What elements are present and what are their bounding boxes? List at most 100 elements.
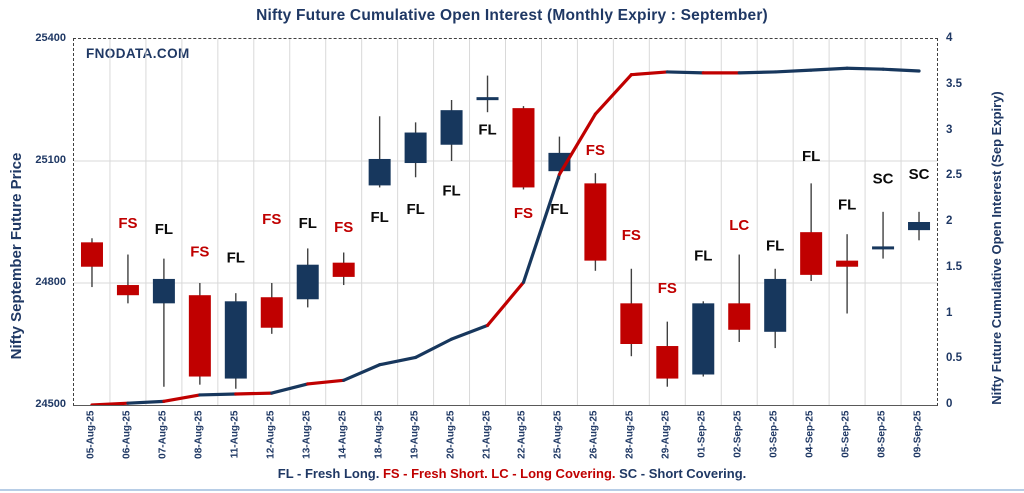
candlestick-chart-svg: FS FL FS FL FS FL FS FL FL FL FL FS FL FS FS FS FL LC FL FL… [74,39,937,405]
oi-line-segment [485,280,526,327]
candle-annotation-fl: FL [370,209,388,226]
candle-annotation-fs: FS [334,219,353,236]
candle-annotation-fl: FL [838,197,856,214]
x-axis-date-label: 02-Sep-25 [732,410,744,458]
oi-line-segment [414,337,454,360]
candle-annotation-fl: FL [478,121,496,138]
x-axis-date-label: 06-Aug-25 [121,410,133,459]
oi-line-segment [198,392,238,397]
footer-legend: FL - Fresh Long. FS - Fresh Short. LC - … [0,466,1024,481]
x-axis-date-label: 20-Aug-25 [445,410,457,459]
oi-line-segment [126,399,166,405]
candle-body [260,297,283,328]
left-axis-tick-label: 24500 [35,398,66,410]
candle-annotation-fs: FS [190,243,209,260]
right-axis-tick-label: 0.5 [946,352,962,365]
candle-annotation-fl: FL [227,250,245,267]
right-axis-tick-label: 0 [946,398,953,410]
oi-line-segment [809,66,849,72]
left-axis-tick-label: 25100 [35,154,66,166]
x-axis-date-label: 09-Sep-25 [912,410,924,458]
candle-annotation-fl: FL [406,201,424,218]
oi-line-segment [665,70,705,75]
candle-annotation-fl: FL [550,201,568,218]
candle-annotation-fl: FL [766,237,784,254]
right-axis-tick-label: 1 [946,306,953,319]
candle-annotation-sc: SC [873,170,894,187]
x-axis-date-label: 08-Aug-25 [193,410,205,459]
chart-title: Nifty Future Cumulative Open Interest (M… [256,7,768,24]
x-axis-date-label: 26-Aug-25 [588,410,600,459]
right-axis-tick-label: 3 [946,123,953,136]
candle-body [584,183,607,261]
right-axis-tick-label: 2 [946,215,953,227]
candle-body [836,260,859,267]
candle-body [872,246,895,250]
oi-line-segment [270,382,310,395]
candle-body [152,278,175,304]
x-axis-date-label: 01-Sep-25 [696,410,708,458]
candle-body [404,132,427,164]
candle-body [332,262,355,277]
right-axis-tick-label: 3.5 [946,77,962,90]
candle-body [908,222,931,231]
candle-body [476,97,499,101]
oi-line-segment [90,401,130,405]
right-axis-tick-label: 1.5 [946,260,962,273]
oi-line-segment [557,112,597,177]
candle-annotation-fl: FL [155,221,173,238]
candle-body [800,232,823,275]
x-axis-date-label: 19-Aug-25 [409,410,421,459]
candle-body [188,295,211,377]
oi-line-segment [306,378,346,386]
candle-body [512,108,535,188]
candle-body [296,264,319,300]
candle-body [224,301,247,379]
x-axis-date-label: 12-Aug-25 [265,410,277,459]
oi-line-segment [629,70,669,77]
candle-annotation-lc: LC [729,217,749,234]
oi-line-segment [845,66,885,71]
left-axis-tick-label: 24800 [35,276,66,288]
left-axis-title: Nifty September Future Price [8,152,25,360]
bottom-divider-line [0,489,1024,491]
candle-body [116,285,139,296]
candle-body [656,346,679,379]
oi-line-segment [737,70,777,75]
x-axis-date-label: 04-Sep-25 [804,410,816,458]
x-axis-date-label: 03-Sep-25 [768,410,780,458]
candle-body [368,158,391,186]
x-axis-date-label: 05-Aug-25 [85,410,97,459]
oi-line-segment [234,391,274,396]
x-axis-date-label: 25-Aug-25 [552,410,564,459]
oi-line-segment [449,323,490,341]
candle-annotation-fs: FS [118,215,137,232]
x-axis-date-label: 29-Aug-25 [660,410,672,459]
plot-area: FS FL FS FL FS FL FS FL FL FL FL FS FL FS FS FS FL LC FL FL… [73,38,938,406]
candle-body [440,110,463,145]
x-axis-date-label: 14-Aug-25 [337,410,349,459]
oi-line-segment [881,67,921,73]
left-axis-tick-label: 25400 [35,32,66,44]
candle-annotation-fl: FL [694,248,712,265]
candle-annotation-fl: FL [802,148,820,165]
legend-fresh-short: FS - Fresh Short. [382,466,492,481]
candle-annotation-fs: FS [262,211,281,228]
candle-annotation-fs: FS [514,205,533,222]
candle-annotation-sc: SC [909,166,930,183]
oi-line-segment [593,73,633,116]
oi-line-segment [162,393,202,403]
oi-line-segment [521,172,562,284]
x-axis-date-label: 08-Sep-25 [876,410,888,458]
candle-annotation-fs: FS [658,280,677,297]
oi-line-segment [378,355,418,367]
candle-annotation-fs: FS [586,142,605,159]
x-axis-date-label: 05-Sep-25 [840,410,852,458]
x-axis-date-label: 22-Aug-25 [516,410,528,459]
oi-line-segment [773,68,813,74]
x-axis-date-label: 28-Aug-25 [624,410,636,459]
candle-body [764,278,787,332]
watermark-text: FNODATA.COM [86,46,190,61]
right-axis-tick-label: 4 [946,32,953,44]
